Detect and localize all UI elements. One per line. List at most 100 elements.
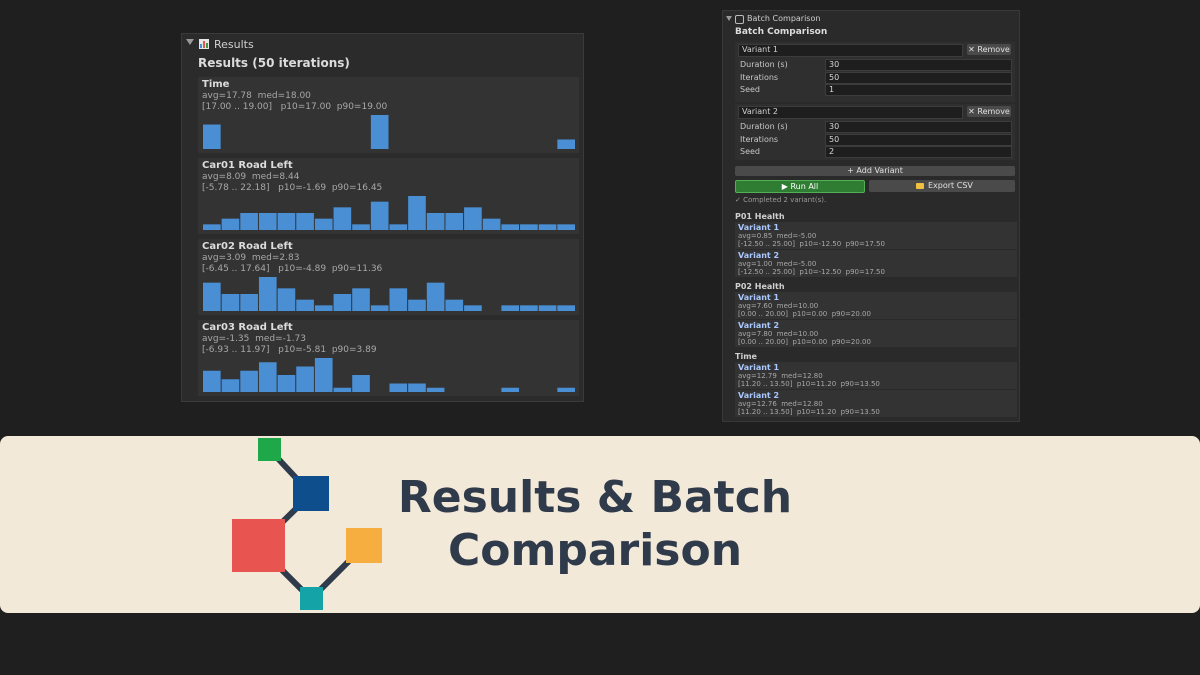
histogram-bar — [501, 305, 520, 311]
remove-button[interactable]: ✕ Remove — [967, 106, 1011, 117]
histogram-bar — [557, 305, 575, 311]
histogram-bar — [464, 305, 482, 311]
histogram-bar — [333, 387, 352, 392]
histogram-bar — [314, 358, 333, 392]
histogram-bar — [203, 370, 221, 392]
histogram-bar — [557, 387, 575, 392]
remove-button[interactable]: ✕ Remove — [967, 44, 1011, 55]
metric-summary: avg=17.78 med=18.00 — [202, 91, 311, 101]
histogram — [203, 358, 575, 392]
folder-icon — [916, 183, 924, 189]
histogram-bar — [296, 299, 314, 311]
variant-summary: avg=0.85 med=-5.00 — [738, 232, 817, 240]
variant-name: Variant 2 — [738, 251, 780, 260]
metric-name: Car03 Road Left — [202, 322, 293, 333]
banner-title-line: Comparison — [447, 525, 743, 576]
banner-title-line: Results & Batch — [397, 472, 793, 523]
variant-summary: avg=1.00 med=-5.00 — [738, 260, 817, 268]
logo — [232, 438, 382, 610]
histogram-bar — [240, 370, 258, 392]
metric-name: Car01 Road Left — [202, 160, 293, 171]
panel-header: Batch Comparison — [747, 14, 821, 23]
histogram-bar — [408, 299, 426, 311]
metric-range: [-6.45 .. 17.64] p10=-4.89 p90=11.36 — [202, 264, 383, 274]
histogram-bar — [258, 213, 277, 230]
histogram-bar — [296, 366, 314, 392]
metric-name: Car02 Road Left — [202, 241, 293, 252]
panel-header: Results — [214, 38, 254, 51]
histogram-bar — [426, 213, 445, 230]
section-title: Time — [735, 352, 757, 361]
histogram-bar — [501, 224, 520, 230]
histogram-bar — [426, 282, 445, 311]
histogram-bar — [557, 224, 575, 230]
variant-range: [11.20 .. 13.50] p10=11.20 p90=13.50 — [738, 380, 880, 388]
panel-title: Batch Comparison — [735, 27, 828, 37]
foldout-arrow — [186, 39, 194, 45]
result-entry: Variant 2 avg=1.00 med=-5.00 [-12.50 .. 25… — [735, 250, 1017, 277]
variant-range: [0.00 .. 20.00] p10=0.00 p90=20.00 — [738, 338, 871, 346]
histogram-bar — [370, 305, 389, 311]
metric-range: [-6.93 .. 11.97] p10=-5.81 p90=3.89 — [202, 345, 377, 355]
field-input[interactable]: 2 — [825, 146, 1012, 158]
variant-summary: avg=7.60 med=10.00 — [738, 302, 819, 310]
results-icon — [199, 39, 209, 49]
histogram-bar — [277, 288, 296, 311]
histogram-bar — [538, 224, 557, 230]
histogram-bar — [352, 375, 370, 392]
histogram — [203, 196, 575, 230]
banner: Results & Batch Comparison — [0, 436, 1200, 613]
histogram-bar — [203, 124, 221, 149]
histogram-bar — [464, 207, 482, 230]
icon-bar — [206, 43, 208, 48]
button-label: Export CSV — [928, 181, 973, 190]
histogram-bar — [520, 305, 538, 311]
variant-name: Variant 2 — [742, 107, 779, 116]
field-input[interactable]: 50 — [825, 71, 1012, 84]
variant-name-input: Variant 1 — [738, 44, 963, 57]
batch-panel: Batch Comparison Batch Comparison Variant … — [722, 10, 1020, 422]
field-input[interactable]: 50 — [825, 133, 1012, 146]
field-label: Duration (s) — [740, 122, 788, 131]
histogram-bar — [221, 218, 240, 230]
field-input[interactable]: 1 — [825, 84, 1012, 96]
field-value: 30 — [829, 122, 840, 131]
histogram-bar — [426, 387, 445, 392]
variant-box: Variant 1 ✕ Remove Duration (s) 30 Iteration… — [735, 42, 1015, 102]
panel-icon — [735, 15, 744, 24]
histogram-bar — [203, 224, 221, 230]
status-text: ✓ Completed 2 variant(s). — [735, 196, 827, 204]
run-all-button[interactable]: ▶ Run All — [735, 180, 865, 193]
variant-range: [0.00 .. 20.00] p10=0.00 p90=20.00 — [738, 310, 871, 318]
panel-title: Results (50 iterations) — [198, 56, 350, 70]
icon-bar — [200, 44, 202, 48]
metric-card: Car03 Road Left avg=-1.35 med=-1.73 [-6.93… — [198, 320, 579, 396]
histogram-bar — [240, 213, 258, 230]
variant-range: [11.20 .. 13.50] p10=11.20 p90=13.50 — [738, 408, 880, 416]
variant-range: [-12.50 .. 25.00] p10=-12.50 p90=17.50 — [738, 268, 885, 276]
metric-card: Car02 Road Left avg=3.09 med=2.83 [-6.45 .… — [198, 239, 579, 315]
histogram-bar — [501, 387, 520, 392]
add-variant-button[interactable]: + Add Variant — [735, 166, 1015, 176]
histogram — [203, 277, 575, 311]
field-input[interactable]: 30 — [825, 121, 1012, 133]
field-input[interactable]: 30 — [825, 59, 1012, 71]
variant-name: Variant 1 — [738, 363, 780, 372]
variant-name: Variant 1 — [742, 45, 779, 54]
histogram-bar — [333, 294, 352, 311]
metric-summary: avg=8.09 med=8.44 — [202, 172, 300, 182]
histogram-bar — [408, 196, 426, 230]
histogram-bar — [408, 383, 426, 392]
histogram-bar — [538, 305, 557, 311]
histogram-bar — [352, 224, 370, 230]
histogram-bar — [221, 294, 240, 311]
histogram-bar — [296, 213, 314, 230]
variant-name: Variant 1 — [738, 293, 780, 302]
variant-summary: avg=12.76 med=12.80 — [738, 400, 823, 408]
export-csv-button[interactable]: Export CSV — [869, 180, 1015, 192]
results-panel: Results Results (50 iterations) Time avg=17… — [181, 33, 584, 402]
histogram-bar — [445, 213, 464, 230]
result-entry: Variant 1 avg=12.79 med=12.80 [11.20 .. 13… — [735, 362, 1017, 389]
metric-range: [17.00 .. 19.00] p10=17.00 p90=19.00 — [202, 102, 388, 112]
